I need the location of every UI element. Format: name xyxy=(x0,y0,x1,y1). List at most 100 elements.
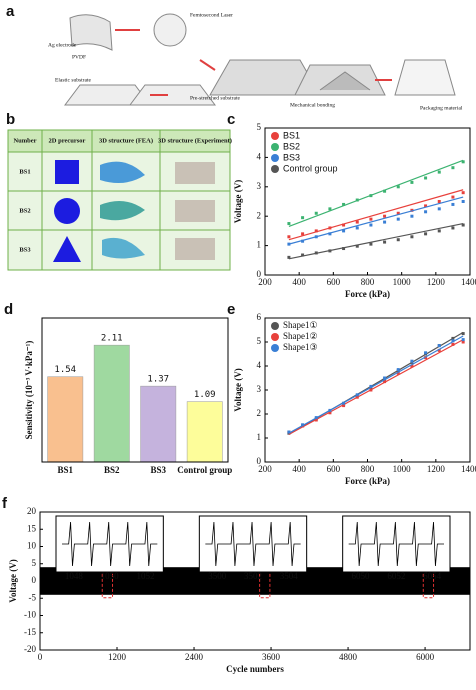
marker xyxy=(328,232,332,236)
marker xyxy=(342,401,346,405)
inset-tick-label: 6054 xyxy=(423,571,442,581)
marker xyxy=(287,235,291,239)
y-axis-label: Voltage (V) xyxy=(233,180,243,223)
marker xyxy=(461,160,465,164)
y-axis-label: Voltage (V) xyxy=(8,559,18,602)
marker xyxy=(424,351,428,355)
marker xyxy=(383,220,387,224)
y-tick-label: -5 xyxy=(29,592,37,602)
x-tick-label: BS2 xyxy=(104,465,120,475)
marker xyxy=(396,371,400,375)
y-tick-label: 15 xyxy=(27,523,37,533)
marker xyxy=(369,194,373,198)
y-tick-label: 2 xyxy=(257,210,262,220)
fit-line xyxy=(288,335,464,434)
y-tick-label: 10 xyxy=(27,541,37,551)
inset-tick-label: 3502 xyxy=(244,571,262,581)
legend-label: BS3 xyxy=(283,152,300,162)
x-tick-label: 1000 xyxy=(393,277,412,287)
panel-a-drawing xyxy=(64,13,456,106)
marker xyxy=(461,332,465,336)
y-tick-label: -20 xyxy=(24,644,36,654)
fit-line xyxy=(288,159,464,228)
marker xyxy=(424,176,428,180)
marker xyxy=(355,198,359,202)
marker xyxy=(301,239,305,243)
panel-label: c xyxy=(227,111,235,128)
y-tick-label: -15 xyxy=(24,627,36,637)
marker xyxy=(355,244,359,248)
data-label: 1.09 xyxy=(194,390,216,400)
marker xyxy=(355,395,359,399)
marker xyxy=(437,207,441,211)
marker xyxy=(287,242,291,246)
y-tick-label: 5 xyxy=(257,122,262,132)
legend-marker xyxy=(271,333,279,341)
panel-label: a xyxy=(6,3,15,20)
x-tick-label: 800 xyxy=(361,277,375,287)
panel-label: f xyxy=(2,495,8,512)
marker xyxy=(369,388,373,392)
plot-frame xyxy=(264,127,471,276)
x-tick-label: 1000 xyxy=(393,464,412,474)
bar xyxy=(140,385,177,463)
legend-marker xyxy=(271,322,279,330)
inset-waveform xyxy=(348,521,444,567)
marker xyxy=(342,202,346,206)
marker xyxy=(355,393,359,397)
y-axis-label: Sensitivity (10⁻³ V·kPa⁻¹) xyxy=(24,341,34,440)
marker xyxy=(437,170,441,174)
x-tick-label: 6000 xyxy=(416,652,435,662)
marker xyxy=(314,418,318,422)
marker xyxy=(287,255,291,259)
legend-label: BS1 xyxy=(283,130,300,140)
marker xyxy=(451,336,455,340)
marker xyxy=(383,376,387,380)
marker xyxy=(301,232,305,236)
x-tick-label: 3600 xyxy=(262,652,281,662)
annotation: Ag electrode xyxy=(48,42,77,48)
table-row-label: BS2 xyxy=(19,207,30,214)
x-tick-label: 200 xyxy=(258,464,272,474)
marker xyxy=(328,411,332,415)
x-tick-label: 800 xyxy=(361,464,375,474)
inset-tick-label: 1050 xyxy=(101,571,120,581)
marker xyxy=(396,185,400,189)
data-label: 1.54 xyxy=(54,365,76,375)
y-tick-label: 4 xyxy=(257,151,262,161)
marker xyxy=(461,338,465,342)
marker xyxy=(314,211,318,215)
inset-tick-label: 6052 xyxy=(387,571,405,581)
x-tick-label: 400 xyxy=(292,277,306,287)
legend-label: Shape1③ xyxy=(283,342,318,352)
x-axis-label: Force (kPa) xyxy=(345,476,390,486)
x-tick-label: 600 xyxy=(327,464,341,474)
y-tick-label: 0 xyxy=(257,456,262,466)
x-tick-label: BS3 xyxy=(150,465,166,475)
x-tick-label: 400 xyxy=(292,464,306,474)
y-tick-label: 2 xyxy=(257,408,262,418)
marker xyxy=(461,223,465,227)
x-tick-label: 1200 xyxy=(427,277,446,287)
x-tick-label: 4800 xyxy=(339,652,358,662)
marker xyxy=(410,359,414,363)
bar xyxy=(47,376,84,463)
inset-tick-label: 3500 xyxy=(208,571,227,581)
marker xyxy=(342,223,346,227)
marker xyxy=(342,247,346,251)
annotation: Packaging material xyxy=(420,105,463,111)
annotation: Femtosecond Laser xyxy=(190,12,233,18)
marker xyxy=(410,214,414,218)
marker xyxy=(461,191,465,195)
x-tick-label: 0 xyxy=(38,652,43,662)
marker xyxy=(301,423,305,427)
marker xyxy=(451,195,455,199)
marker xyxy=(301,216,305,220)
inset-tick-label: 1048 xyxy=(65,571,84,581)
x-tick-label: 1200 xyxy=(427,464,446,474)
marker xyxy=(396,238,400,242)
y-tick-label: 4 xyxy=(257,360,262,370)
